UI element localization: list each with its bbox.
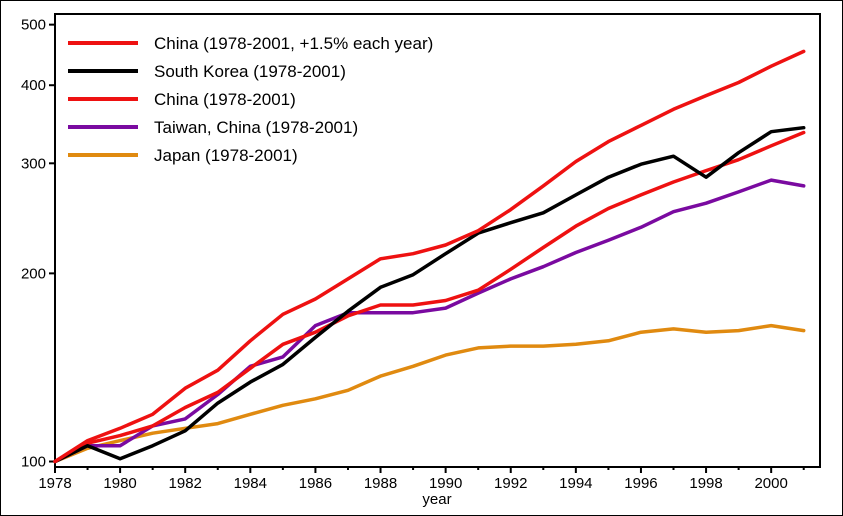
- y-axis: 100 200 300 400 500: [21, 17, 55, 471]
- legend-label-1: China (1978-2001, +1.5% each year): [154, 34, 433, 53]
- x-tick-label: 1988: [364, 475, 397, 492]
- series-line-2: [53, 125, 806, 464]
- x-tick-label: 2000: [754, 475, 787, 492]
- plot-area-border: [54, 13, 821, 468]
- y-tick-label: 500: [21, 17, 46, 34]
- series-line-5: [53, 323, 806, 464]
- legend-label-5: Japan (1978-2001): [154, 146, 298, 165]
- legend: China (1978-2001, +1.5% each year) South …: [68, 34, 433, 165]
- x-tick-label: 1992: [494, 475, 527, 492]
- series-line-1: [53, 49, 806, 464]
- x-tick-label: 1990: [429, 475, 462, 492]
- series-layer: [53, 49, 806, 464]
- legend-label-2: South Korea (1978-2001): [154, 62, 346, 81]
- x-axis: 1978 1980 1982 1984 1986 1988 1990 1992 1994 1996…: [38, 467, 805, 492]
- x-tick-label: 1998: [689, 475, 722, 492]
- y-tick-label: 100: [21, 454, 46, 471]
- x-tick-label: 1994: [559, 475, 592, 492]
- series-line-3: [53, 130, 806, 464]
- x-tick-label: 1996: [624, 475, 657, 492]
- x-tick-label: 1984: [234, 475, 267, 492]
- legend-label-3: China (1978-2001): [154, 90, 296, 109]
- legend-label-4: Taiwan, China (1978-2001): [154, 118, 358, 137]
- x-tick-label: 1980: [103, 475, 136, 492]
- x-axis-label: year: [422, 491, 451, 508]
- x-tick-label: 1978: [38, 475, 71, 492]
- x-tick-label: 1986: [299, 475, 332, 492]
- y-tick-label: 400: [21, 77, 46, 94]
- y-tick-label: 300: [21, 155, 46, 172]
- series-line-4: [53, 178, 806, 464]
- y-tick-label: 200: [21, 265, 46, 282]
- x-tick-label: 1982: [169, 475, 202, 492]
